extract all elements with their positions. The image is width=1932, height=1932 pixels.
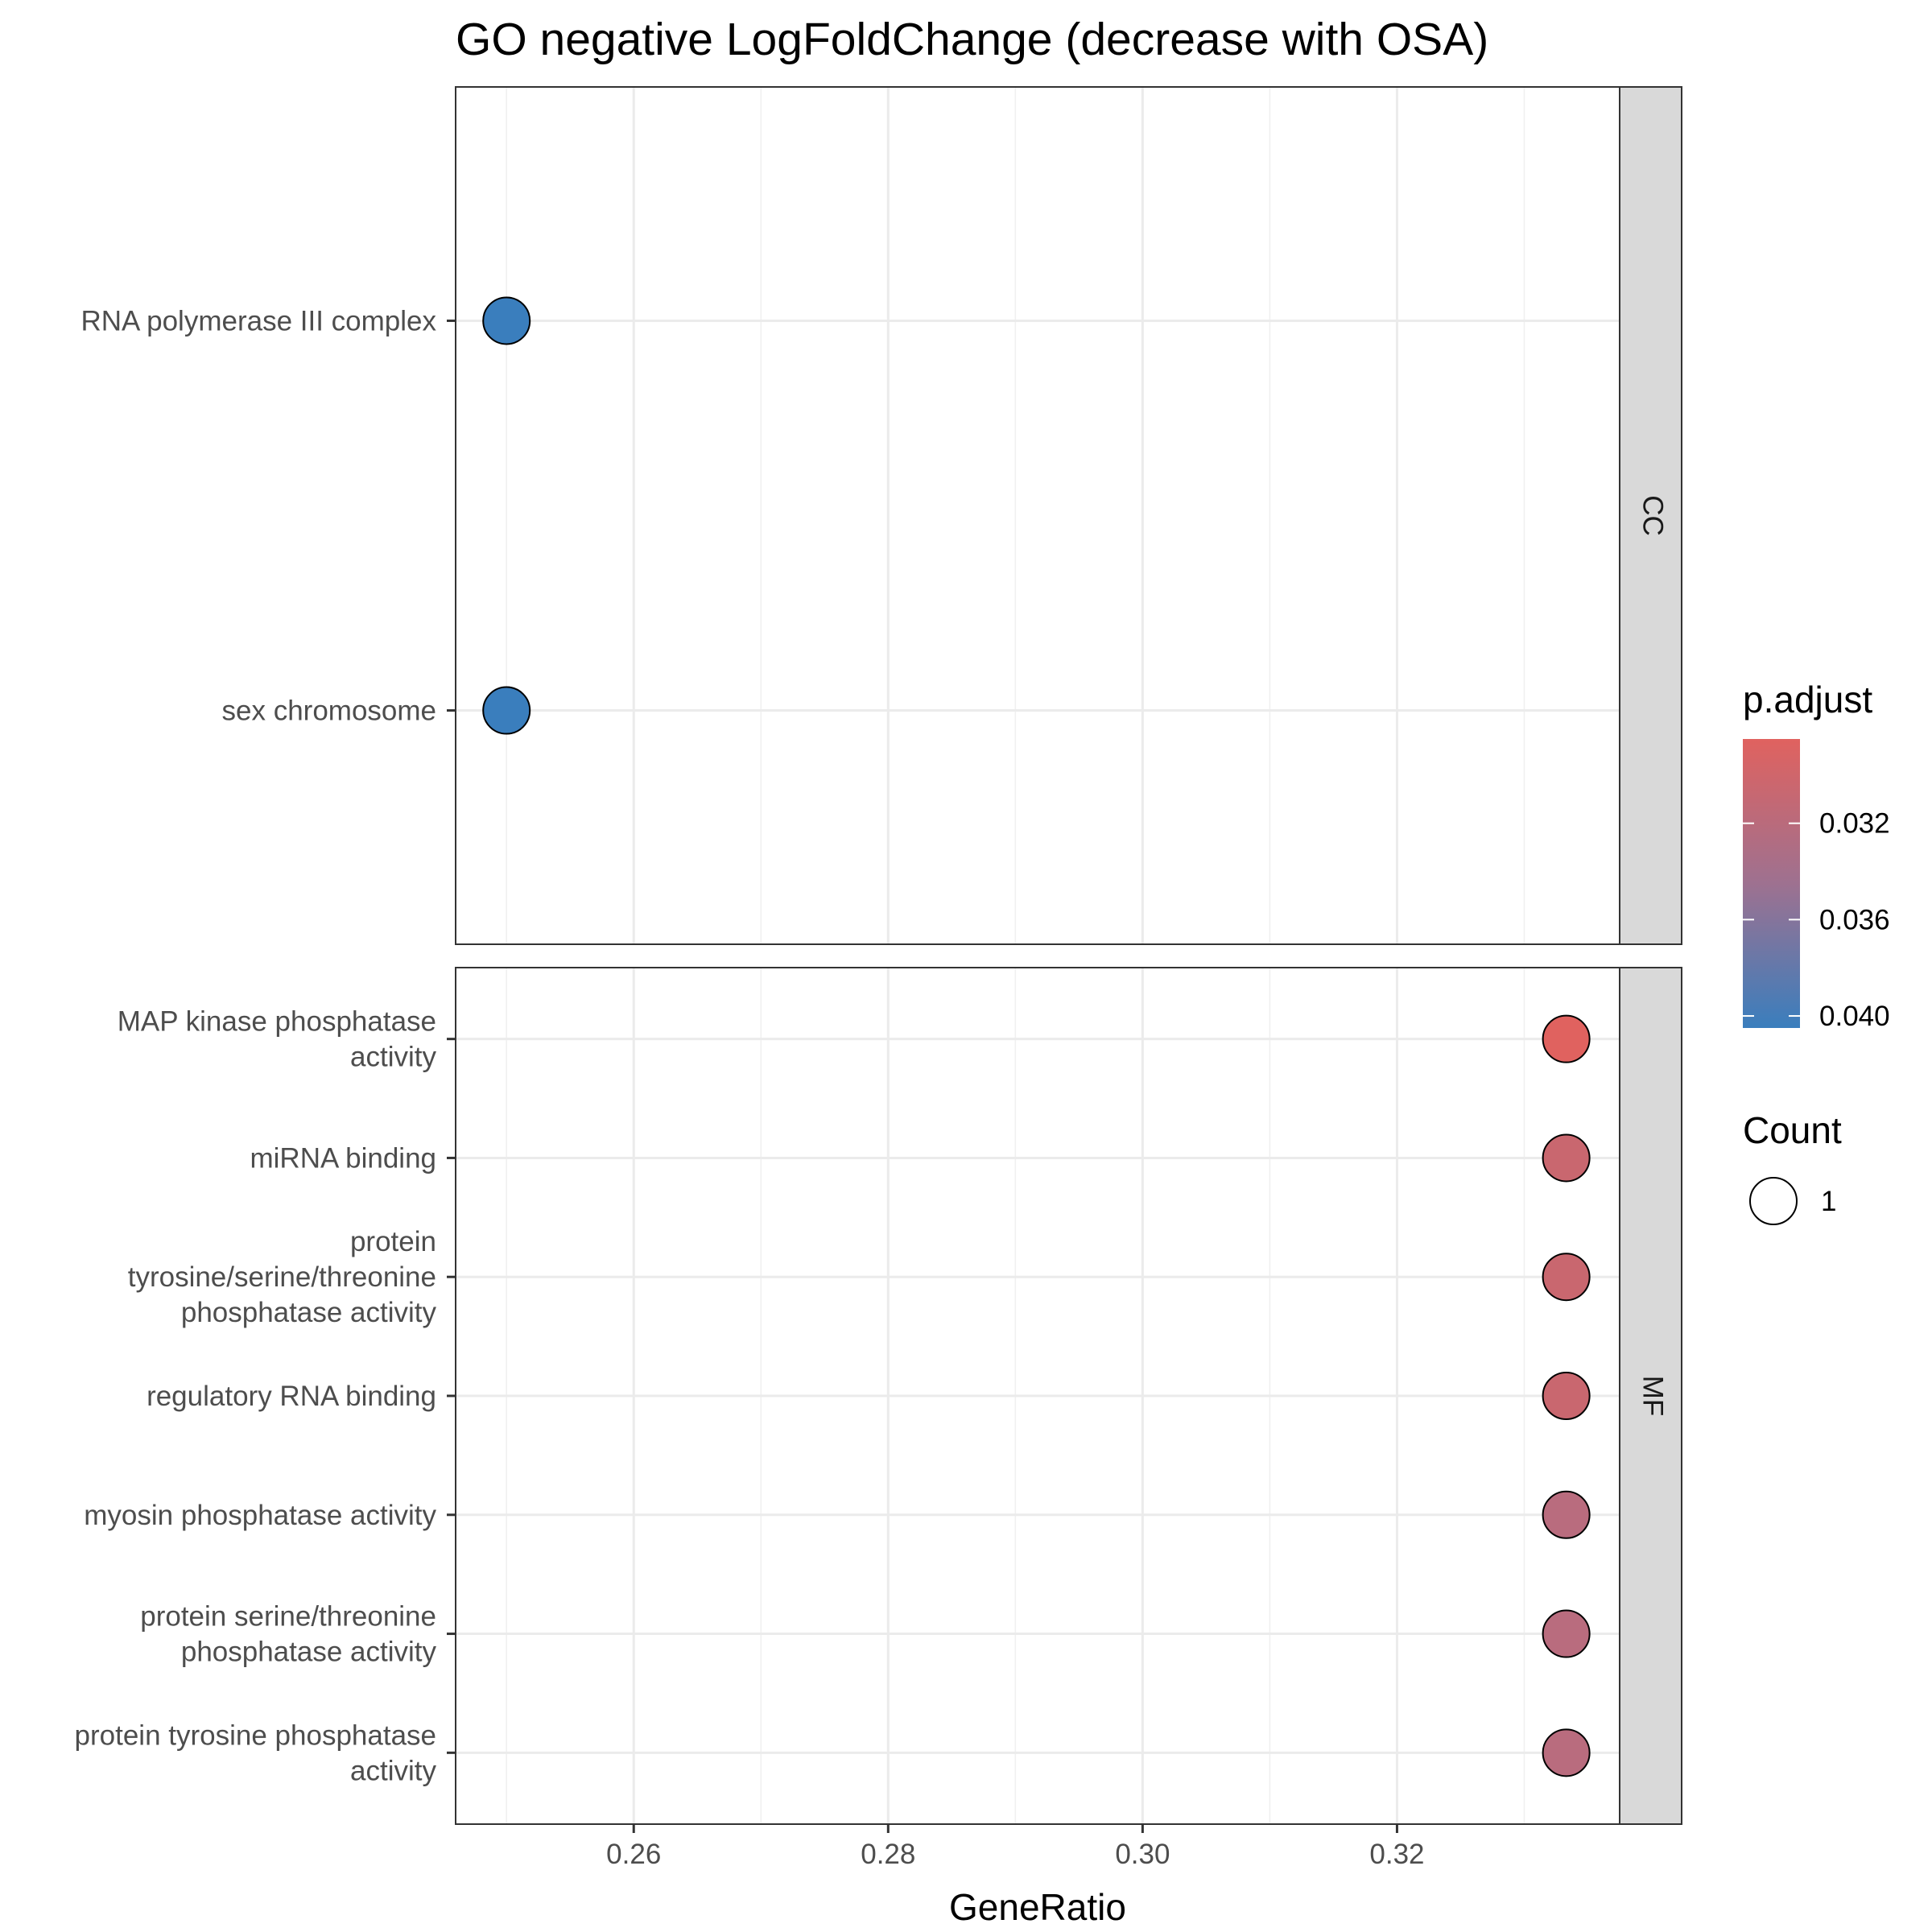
count-legend-label: 1 xyxy=(1821,1186,1836,1217)
y-tick-label: protein tyrosine phosphatase activity xyxy=(75,1719,437,1786)
data-point-sex-chromosome xyxy=(482,686,531,735)
y-tick-label: sex chromosome xyxy=(222,696,436,727)
count-legend: Count 1 xyxy=(1743,1109,1842,1225)
y-tick-label: protein tyrosine/serine/threonine phosphat… xyxy=(128,1226,437,1328)
x-axis: 0.26 0.28 0.30 0.32 xyxy=(606,1824,1425,1870)
colorbar-label: 0.040 xyxy=(1819,1001,1890,1032)
facet-strip-label-mf: MF xyxy=(1637,1376,1668,1417)
count-legend-key xyxy=(1749,1177,1798,1225)
y-tick-label: myosin phosphatase activity xyxy=(84,1500,436,1531)
p-adjust-colorbar xyxy=(1743,739,1800,1028)
facet-panel-mf: MAP kinase phosphatase activity miRNA bind… xyxy=(75,967,1682,1825)
colorbar-label: 0.032 xyxy=(1819,808,1890,840)
facet-strip-label-cc: CC xyxy=(1637,495,1668,536)
x-axis-label: GeneRatio xyxy=(949,1886,1126,1928)
x-tick-label: 0.28 xyxy=(861,1839,915,1870)
facet-strip xyxy=(1619,86,1682,945)
chart-title: GO negative LogFoldChange (decrease with… xyxy=(456,14,1488,65)
p-adjust-legend: p.adjust 0.032 0.036 0.040 xyxy=(1743,679,1890,1032)
facet-panel-cc: RNA polymerase III complex sex chromosome… xyxy=(80,86,1682,945)
data-point-protein-tyrosine-phosphatase-activity xyxy=(1542,1728,1591,1777)
data-point-protein-serine-threonine-phosphatase-activity xyxy=(1542,1609,1591,1658)
x-tick-label: 0.26 xyxy=(606,1839,661,1870)
panel-background xyxy=(456,87,1620,944)
data-point-protein-tyrosine-serine-threonine-phosphatase-activity xyxy=(1542,1253,1591,1302)
facet-panels: RNA polymerase III complex sex chromosome… xyxy=(75,86,1682,1825)
data-point-rna-polymerase-iii-complex xyxy=(482,296,531,345)
colorbar-label: 0.036 xyxy=(1819,904,1890,935)
x-tick-label: 0.32 xyxy=(1369,1839,1424,1870)
facet-strip xyxy=(1619,967,1682,1825)
count-legend-title: Count xyxy=(1743,1109,1842,1151)
data-point-mirna-binding xyxy=(1542,1133,1591,1183)
data-point-regulatory-rna-binding xyxy=(1542,1372,1591,1420)
y-tick-label: MAP kinase phosphatase activity xyxy=(118,1006,437,1073)
y-tick-label: protein serine/threonine phosphatase acti… xyxy=(140,1601,436,1668)
data-point-myosin-phosphatase-activity xyxy=(1542,1490,1591,1539)
data-point-map-kinase-phosphatase-activity xyxy=(1542,1014,1591,1063)
x-tick-label: 0.30 xyxy=(1115,1839,1170,1870)
p-adjust-legend-title: p.adjust xyxy=(1743,679,1872,720)
y-tick-label: RNA polymerase III complex xyxy=(80,305,436,336)
y-tick-label: regulatory RNA binding xyxy=(147,1381,436,1412)
y-tick-label: miRNA binding xyxy=(250,1142,437,1174)
